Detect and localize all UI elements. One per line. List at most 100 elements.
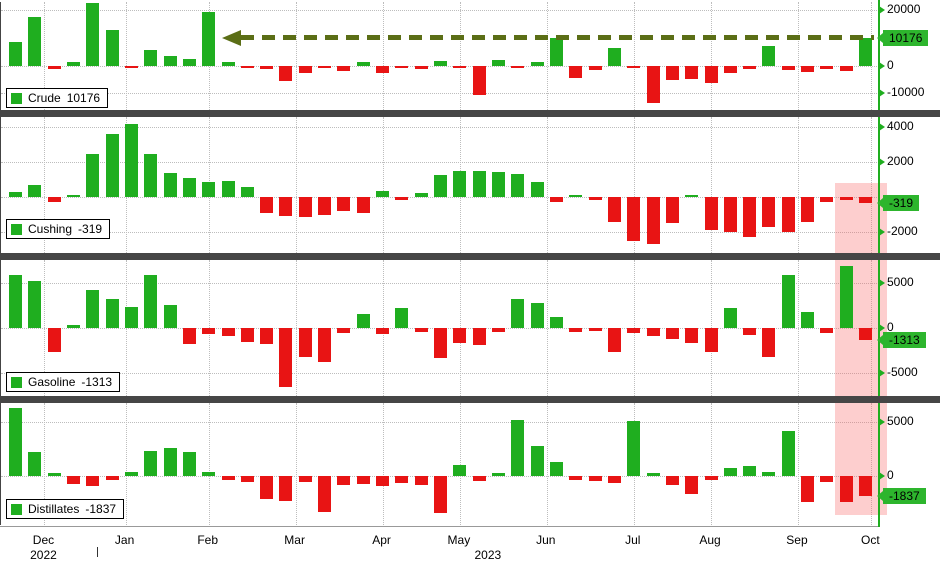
axis-tick-arrow-icon (879, 418, 885, 427)
bar (414, 328, 428, 332)
bar (685, 328, 699, 343)
bar (492, 473, 505, 477)
value-gridline (1, 127, 879, 129)
bar (627, 65, 641, 69)
bar (839, 266, 853, 328)
x-axis-month-label: Apr (372, 533, 391, 547)
month-gridline (125, 2, 127, 110)
panel-separator (0, 396, 940, 403)
bar (28, 185, 42, 198)
bar (434, 328, 448, 358)
bar (859, 328, 873, 340)
bar (86, 153, 100, 198)
bar (47, 197, 61, 202)
bar (414, 192, 428, 198)
bar (723, 65, 737, 73)
axis-tick-label: 4000 (887, 119, 914, 134)
axis-tick-arrow-icon (879, 324, 885, 332)
bar (28, 17, 42, 66)
bar (530, 62, 544, 66)
bar (66, 194, 80, 198)
bar (511, 420, 525, 477)
bar (434, 61, 448, 66)
legend-name-crude: Crude (28, 91, 61, 105)
axis-tick-label: 2000 (887, 154, 914, 169)
bar (569, 65, 583, 79)
value-gridline (1, 422, 879, 424)
bar (66, 325, 80, 328)
bar (376, 65, 390, 74)
month-gridline (295, 403, 297, 525)
bar (124, 307, 138, 328)
bar (627, 421, 641, 477)
bar (240, 186, 254, 198)
bar (607, 47, 621, 66)
bar (124, 123, 138, 198)
value-gridline (1, 282, 879, 284)
legend-name-gasoline: Gasoline (28, 375, 76, 389)
bar (607, 476, 621, 483)
x-axis-month-label: Oct (861, 533, 880, 547)
bar (704, 197, 718, 231)
bar (356, 197, 370, 213)
panel-gasoline: Gasoline -1313 (0, 260, 879, 396)
legend-gasoline: Gasoline -1313 (6, 372, 121, 392)
month-gridline (546, 117, 548, 253)
x-axis-year-label: 2023 (474, 548, 502, 562)
bar (105, 476, 119, 480)
month-gridline (208, 403, 210, 525)
bar (221, 476, 235, 480)
bar (665, 65, 679, 80)
bar (569, 476, 583, 480)
bar (9, 42, 22, 66)
bar (665, 476, 679, 486)
bar (530, 446, 544, 477)
month-gridline (871, 403, 873, 525)
bar (511, 298, 525, 328)
bar (356, 314, 370, 328)
bar (337, 328, 351, 333)
axis-tick-arrow-icon (879, 472, 885, 481)
bar (801, 476, 815, 503)
legend-value-distillates: -1837 (85, 502, 117, 516)
axis-tick-label: 0 (887, 468, 894, 483)
bar (646, 473, 660, 477)
bar (820, 476, 834, 482)
bar (646, 197, 660, 245)
bar (202, 11, 216, 66)
bar (530, 181, 544, 198)
bar (723, 308, 737, 328)
bar (260, 328, 274, 345)
bar (704, 65, 718, 83)
bar (47, 328, 61, 352)
bar (202, 328, 216, 335)
bar (279, 65, 293, 81)
bar (646, 328, 660, 337)
month-gridline (382, 2, 384, 110)
bar (743, 465, 757, 477)
month-gridline (44, 2, 46, 110)
bar (356, 476, 370, 484)
bar (28, 280, 42, 328)
bar (801, 65, 815, 72)
axis-tick-arrow-icon (879, 278, 885, 287)
month-gridline (459, 2, 461, 110)
x-axis-month-label: Mar (284, 533, 305, 547)
bar (820, 197, 834, 202)
bar (9, 408, 22, 477)
axis-tick-label: 5000 (887, 414, 914, 429)
bar (820, 328, 834, 334)
bar (240, 476, 254, 482)
bar (859, 37, 873, 66)
value-gridline (1, 162, 879, 164)
bar (298, 197, 312, 218)
bar (414, 65, 428, 70)
axis-tick-label: -5000 (887, 365, 918, 380)
bar (607, 197, 621, 222)
x-axis-baseline (0, 526, 878, 527)
right-axis-line (878, 0, 880, 527)
legend-distillates: Distillates -1837 (6, 499, 125, 519)
bar (86, 476, 100, 487)
month-gridline (546, 2, 548, 110)
month-gridline (295, 117, 297, 253)
